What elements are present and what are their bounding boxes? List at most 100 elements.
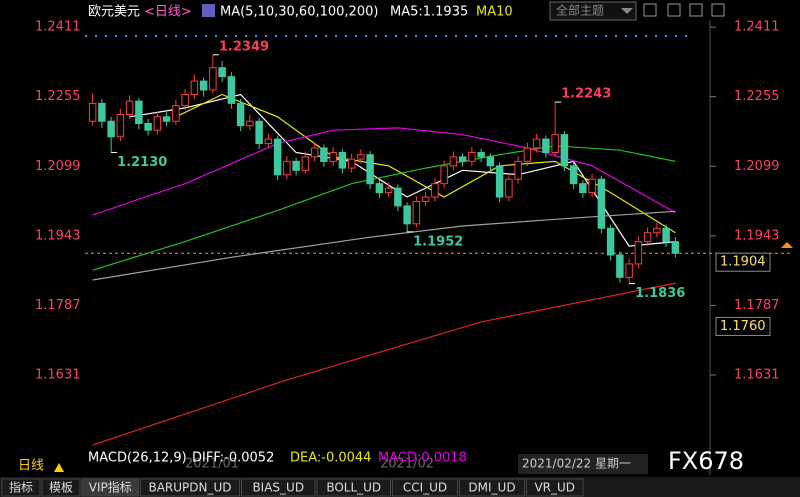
tab[interactable] [81, 478, 139, 497]
y-tick-label: 1.2411 [734, 20, 780, 35]
marker [781, 242, 793, 248]
price-tag-label: 1.1760 [720, 319, 766, 334]
candle-body [292, 160, 300, 171]
tab-label[interactable]: BIAS_UD [252, 481, 304, 495]
ma-line [92, 282, 676, 446]
candle-body [486, 156, 495, 167]
period[interactable]: <日线> [144, 5, 192, 20]
candle-body [458, 156, 467, 162]
candle-body [357, 154, 365, 160]
icon[interactable] [202, 4, 215, 17]
price-tag [715, 316, 771, 336]
diff-value: DIFF:-0.0052 [192, 451, 274, 466]
candle-body [662, 227, 670, 243]
tab[interactable] [41, 478, 81, 497]
tab[interactable] [241, 478, 316, 497]
candle-body [144, 122, 152, 131]
date-label: 2021/01 [185, 457, 239, 472]
y-tick-label: 1.1943 [734, 228, 780, 243]
candle-body [505, 178, 513, 198]
tab-label[interactable]: 模板 [49, 481, 73, 495]
footer-period[interactable]: 日线 [18, 459, 44, 474]
annotation: 1.2349 [219, 39, 269, 54]
toolbar-icons[interactable] [643, 3, 725, 17]
tab-label[interactable]: BARUPDN_UD [148, 481, 231, 495]
candle-body [135, 100, 143, 124]
candle-body [394, 187, 402, 207]
candle-body [643, 232, 652, 243]
tab-label[interactable]: 指标 [9, 480, 33, 495]
tab-label[interactable]: VR_UD [534, 481, 575, 495]
y-tick-label-left: 1.1943 [35, 228, 81, 243]
tab[interactable] [392, 478, 458, 497]
price-tag [715, 252, 771, 272]
candle-body [551, 134, 559, 153]
candle-body [431, 183, 439, 198]
y-tick-label-left: 1.1631 [35, 367, 81, 382]
y-tick-label: 1.1787 [734, 298, 780, 313]
candle-body [542, 138, 550, 153]
candle-body [153, 116, 162, 131]
y-tick-label: 1.1631 [734, 367, 780, 382]
candle-body [172, 105, 180, 122]
footer-bg [0, 450, 80, 477]
candle-body [403, 205, 411, 225]
tab-label[interactable]: VIP指标 [89, 480, 132, 495]
symbol: 欧元美元 [88, 5, 140, 20]
theme-label[interactable]: 全部主题 [556, 3, 604, 18]
candle-body [412, 201, 421, 225]
tab[interactable] [526, 478, 584, 497]
tab-label[interactable]: BOLL_UD [326, 481, 381, 495]
candle-body [283, 160, 291, 176]
price-tag-label: 1.1904 [720, 255, 766, 270]
candle-body [236, 102, 245, 127]
candle-body [468, 151, 476, 162]
candle-body [301, 156, 310, 171]
candle-body [88, 102, 97, 122]
candle-body [255, 120, 263, 145]
candle-body [560, 134, 569, 167]
tab[interactable] [140, 478, 240, 497]
annotation: 1.2130 [117, 155, 167, 170]
candle-body [107, 120, 115, 138]
tab-label[interactable]: DMI_UD [468, 481, 515, 495]
tab[interactable] [316, 478, 391, 497]
y-tick-label: 1.2255 [734, 89, 780, 104]
annotation: 1.1836 [635, 286, 685, 301]
candle-body [181, 93, 189, 107]
ma5-value: MA5:1.1935 [390, 5, 468, 20]
y-tick-label-left: 1.1787 [35, 298, 81, 313]
candle-body [125, 100, 134, 116]
candle-body [227, 76, 236, 104]
dropdown-arrow [621, 8, 633, 14]
candle-body [246, 120, 254, 127]
tab[interactable] [1, 478, 41, 497]
candle-body [477, 151, 485, 158]
y-tick-label: 1.2099 [734, 159, 780, 174]
candle-body [597, 178, 606, 229]
date-label: 2021/02 [380, 457, 434, 472]
candle-body [523, 147, 532, 162]
candle-body [588, 178, 596, 194]
macd-value: MACD:0.0018 [378, 451, 467, 466]
candle-body [264, 138, 273, 145]
ma-params: MA(5,10,30,60,100,200) [220, 5, 378, 20]
candle-body [273, 138, 282, 176]
candle-body [375, 183, 384, 194]
candle-body [616, 254, 624, 278]
candle-body [634, 241, 643, 265]
ma-line [92, 210, 676, 281]
ma10-label: MA10 [476, 5, 513, 20]
candle-body [440, 165, 448, 185]
y-tick-label-left: 1.2099 [35, 159, 81, 174]
candle-body [606, 227, 615, 256]
ma-line [175, 93, 676, 234]
tab[interactable] [459, 478, 525, 497]
y-tick-label-left: 1.2411 [35, 20, 81, 35]
tab-label[interactable]: CCI_UD [403, 481, 447, 495]
candle-body [421, 196, 430, 203]
candle-body [209, 67, 217, 91]
theme-dropdown[interactable] [549, 1, 637, 21]
cursor-date-box [518, 454, 648, 474]
